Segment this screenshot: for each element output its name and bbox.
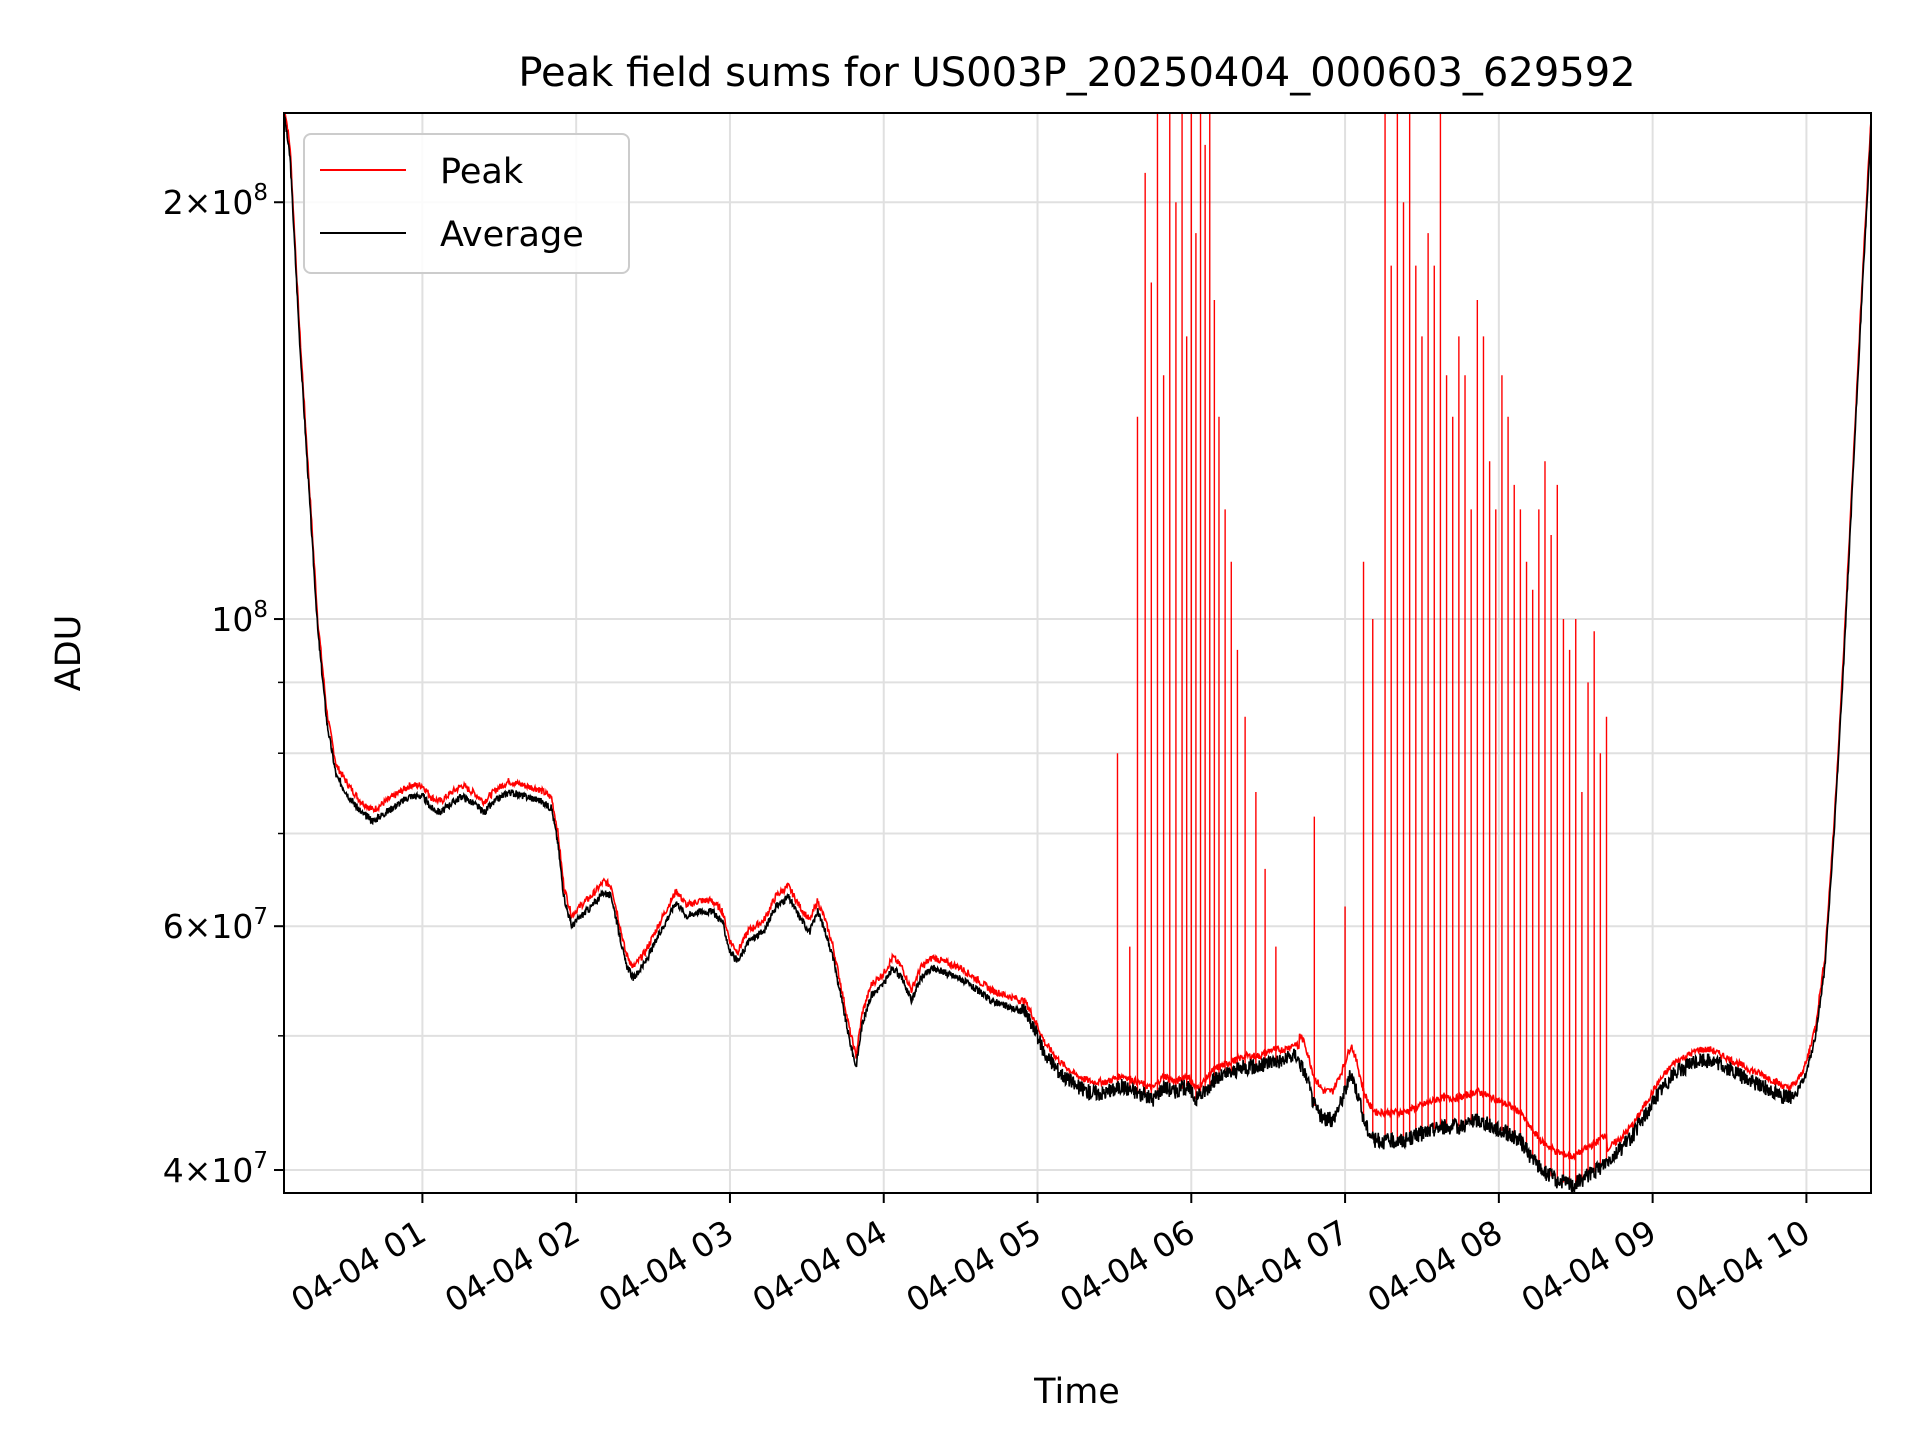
chart-title: Peak field sums for US003P_20250404_0006… [518, 50, 1635, 96]
x-tick-label: 04-04 07 [1207, 1212, 1355, 1320]
x-tick-label: 04-04 10 [1668, 1212, 1816, 1320]
y-tick-label: 108 [211, 597, 268, 639]
x-tick-label: 04-04 09 [1515, 1212, 1663, 1320]
x-tick-label: 04-04 06 [1053, 1212, 1201, 1320]
x-tick-label: 04-04 03 [592, 1212, 740, 1320]
data-layer [284, 113, 1871, 1193]
ticks: 04-04 01 04-04 02 04-04 03 04-04 04 04-04 05… [163, 180, 1817, 1320]
x-tick-label: 04-04 05 [900, 1212, 1048, 1320]
legend: Peak Average [303, 133, 630, 274]
x-tick-label: 04-04 01 [284, 1212, 432, 1320]
average-series-line [284, 114, 1871, 1193]
legend-average-label: Average [440, 215, 584, 255]
plot-frame [283, 112, 1872, 1194]
legend-peak-label: Peak [440, 152, 524, 192]
legend-box [303, 133, 630, 274]
x-axis-label: Time [1033, 1372, 1120, 1412]
y-tick-label: 4×107 [163, 1148, 268, 1190]
x-tick-label: 04-04 08 [1361, 1212, 1509, 1320]
y-tick-label: 2×108 [163, 180, 268, 222]
x-tick-label: 04-04 02 [438, 1212, 586, 1320]
x-tick-label: 04-04 04 [746, 1212, 894, 1320]
y-tick-label: 6×107 [163, 904, 268, 946]
grid-lines [284, 113, 1871, 1193]
y-axis-label: ADU [49, 615, 89, 692]
